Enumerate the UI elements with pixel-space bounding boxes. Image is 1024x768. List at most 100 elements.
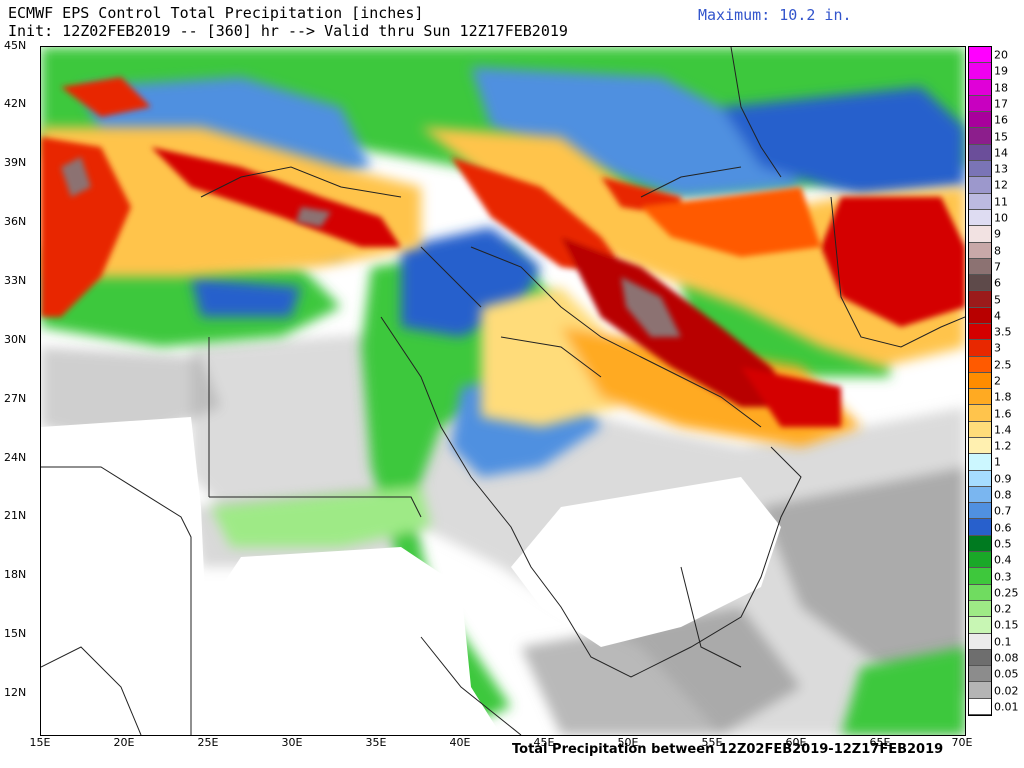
legend-swatch: [969, 47, 991, 64]
legend-swatch: [969, 389, 991, 406]
color-scale-legend: [968, 46, 992, 716]
legend-label: 1.6: [994, 407, 1012, 421]
legend-label: 16: [994, 113, 1008, 127]
legend-swatch: [969, 503, 991, 520]
legend-swatch: [969, 79, 991, 96]
legend-swatch: [969, 454, 991, 471]
legend-swatch: [969, 144, 991, 162]
legend-label: 0.05: [994, 667, 1019, 681]
legend-label: 1.4: [994, 423, 1012, 437]
lat-label-24n: 24N: [4, 451, 27, 464]
precipitation-map: [40, 46, 966, 736]
lat-label-42n: 42N: [4, 97, 27, 110]
legend-swatch: [969, 226, 991, 243]
legend-swatch: [969, 161, 991, 178]
footer-caption: Total Precipitation between 12Z02FEB2019…: [512, 742, 944, 757]
legend-swatch: [969, 617, 991, 634]
lon-label-45e: 45E: [533, 736, 555, 749]
legend-label: 7: [994, 260, 1001, 274]
lat-label-18n: 18N: [4, 568, 27, 581]
legend-label: 13: [994, 162, 1008, 176]
legend-label: 2.5: [994, 358, 1012, 372]
legend-swatch: [969, 307, 991, 324]
legend-swatch: [969, 666, 991, 683]
legend-label: 9: [994, 227, 1001, 241]
legend-label: 0.9: [994, 472, 1012, 486]
legend-swatch: [969, 421, 991, 438]
lat-label-33n: 33N: [4, 274, 27, 287]
legend-swatch: [969, 600, 991, 618]
legend-swatch: [969, 291, 991, 308]
red-precip-areas: [41, 77, 965, 427]
legend-swatch: [969, 633, 991, 650]
lon-label-65e: 65E: [869, 736, 891, 749]
lat-label-15n: 15N: [4, 627, 27, 640]
lat-label-21n: 21N: [4, 509, 27, 522]
legend-label: 0.02: [994, 684, 1019, 698]
legend-label: 19: [994, 64, 1008, 78]
legend-swatch: [969, 470, 991, 487]
legend-label: 20: [994, 48, 1008, 62]
legend-swatch: [969, 649, 991, 667]
legend-swatch: [969, 275, 991, 292]
legend-swatch: [969, 209, 991, 227]
lon-label-35e: 35E: [365, 736, 387, 749]
legend-swatch: [969, 112, 991, 129]
legend-label: 8: [994, 244, 1001, 258]
legend-label: 0.2: [994, 602, 1012, 616]
lat-label-39n: 39N: [4, 156, 27, 169]
legend-label: 0.1: [994, 635, 1012, 649]
legend-label: 14: [994, 146, 1008, 160]
legend-label: 3.5: [994, 325, 1012, 339]
legend-swatch: [969, 63, 991, 80]
legend-swatch: [969, 128, 991, 145]
legend-label: 0.4: [994, 553, 1012, 567]
yellow-precip-areas: [41, 127, 965, 447]
lon-label-25e: 25E: [197, 736, 219, 749]
legend-swatch: [969, 356, 991, 373]
legend-label: 0.6: [994, 521, 1012, 535]
lon-label-15e: 15E: [29, 736, 51, 749]
legend-swatch: [969, 323, 991, 341]
legend-label: 10: [994, 211, 1008, 225]
precipitation-map-graphic: [41, 47, 965, 735]
legend-swatch: [969, 405, 991, 422]
maximum-label: Maximum: 10.2 in.: [698, 6, 852, 24]
lat-label-45n: 45N: [4, 39, 27, 52]
legend-label: 3: [994, 341, 1001, 355]
legend-swatch: [969, 193, 991, 210]
legend-label: 0.08: [994, 651, 1019, 665]
lat-label-36n: 36N: [4, 215, 27, 228]
legend-swatch: [969, 584, 991, 601]
lat-label-27n: 27N: [4, 392, 27, 405]
legend-label: 0.15: [994, 618, 1019, 632]
lon-label-70e: 70E: [951, 736, 973, 749]
legend-label: 5: [994, 293, 1001, 307]
legend-swatch: [969, 95, 991, 113]
legend-label: 0.01: [994, 700, 1019, 714]
legend-swatch: [969, 552, 991, 569]
legend-label: 0.8: [994, 488, 1012, 502]
legend-swatch: [969, 372, 991, 390]
legend-swatch: [969, 438, 991, 455]
extreme-precip-areas: [61, 157, 681, 337]
legend-swatch: [969, 340, 991, 357]
legend-label: 11: [994, 195, 1008, 209]
legend-label: 6: [994, 276, 1001, 290]
lon-label-60e: 60E: [785, 736, 807, 749]
legend-label: 18: [994, 81, 1008, 95]
lon-label-40e: 40E: [449, 736, 471, 749]
legend-label: 12: [994, 178, 1008, 192]
lat-label-12n: 12N: [4, 686, 27, 699]
map-title: ECMWF EPS Control Total Precipitation [i…: [8, 4, 424, 22]
no-precip-areas: [41, 417, 781, 735]
country-borders: [41, 47, 965, 735]
legend-swatch: [969, 519, 991, 536]
legend-label: 1.2: [994, 439, 1012, 453]
legend-swatch: [969, 682, 991, 699]
lon-label-55e: 55E: [701, 736, 723, 749]
legend-label: 0.3: [994, 570, 1012, 583]
map-subtitle: Init: 12Z02FEB2019 -- [360] hr --> Valid…: [8, 22, 568, 40]
lat-label-30n: 30N: [4, 333, 27, 346]
legend-swatch: [969, 242, 991, 259]
